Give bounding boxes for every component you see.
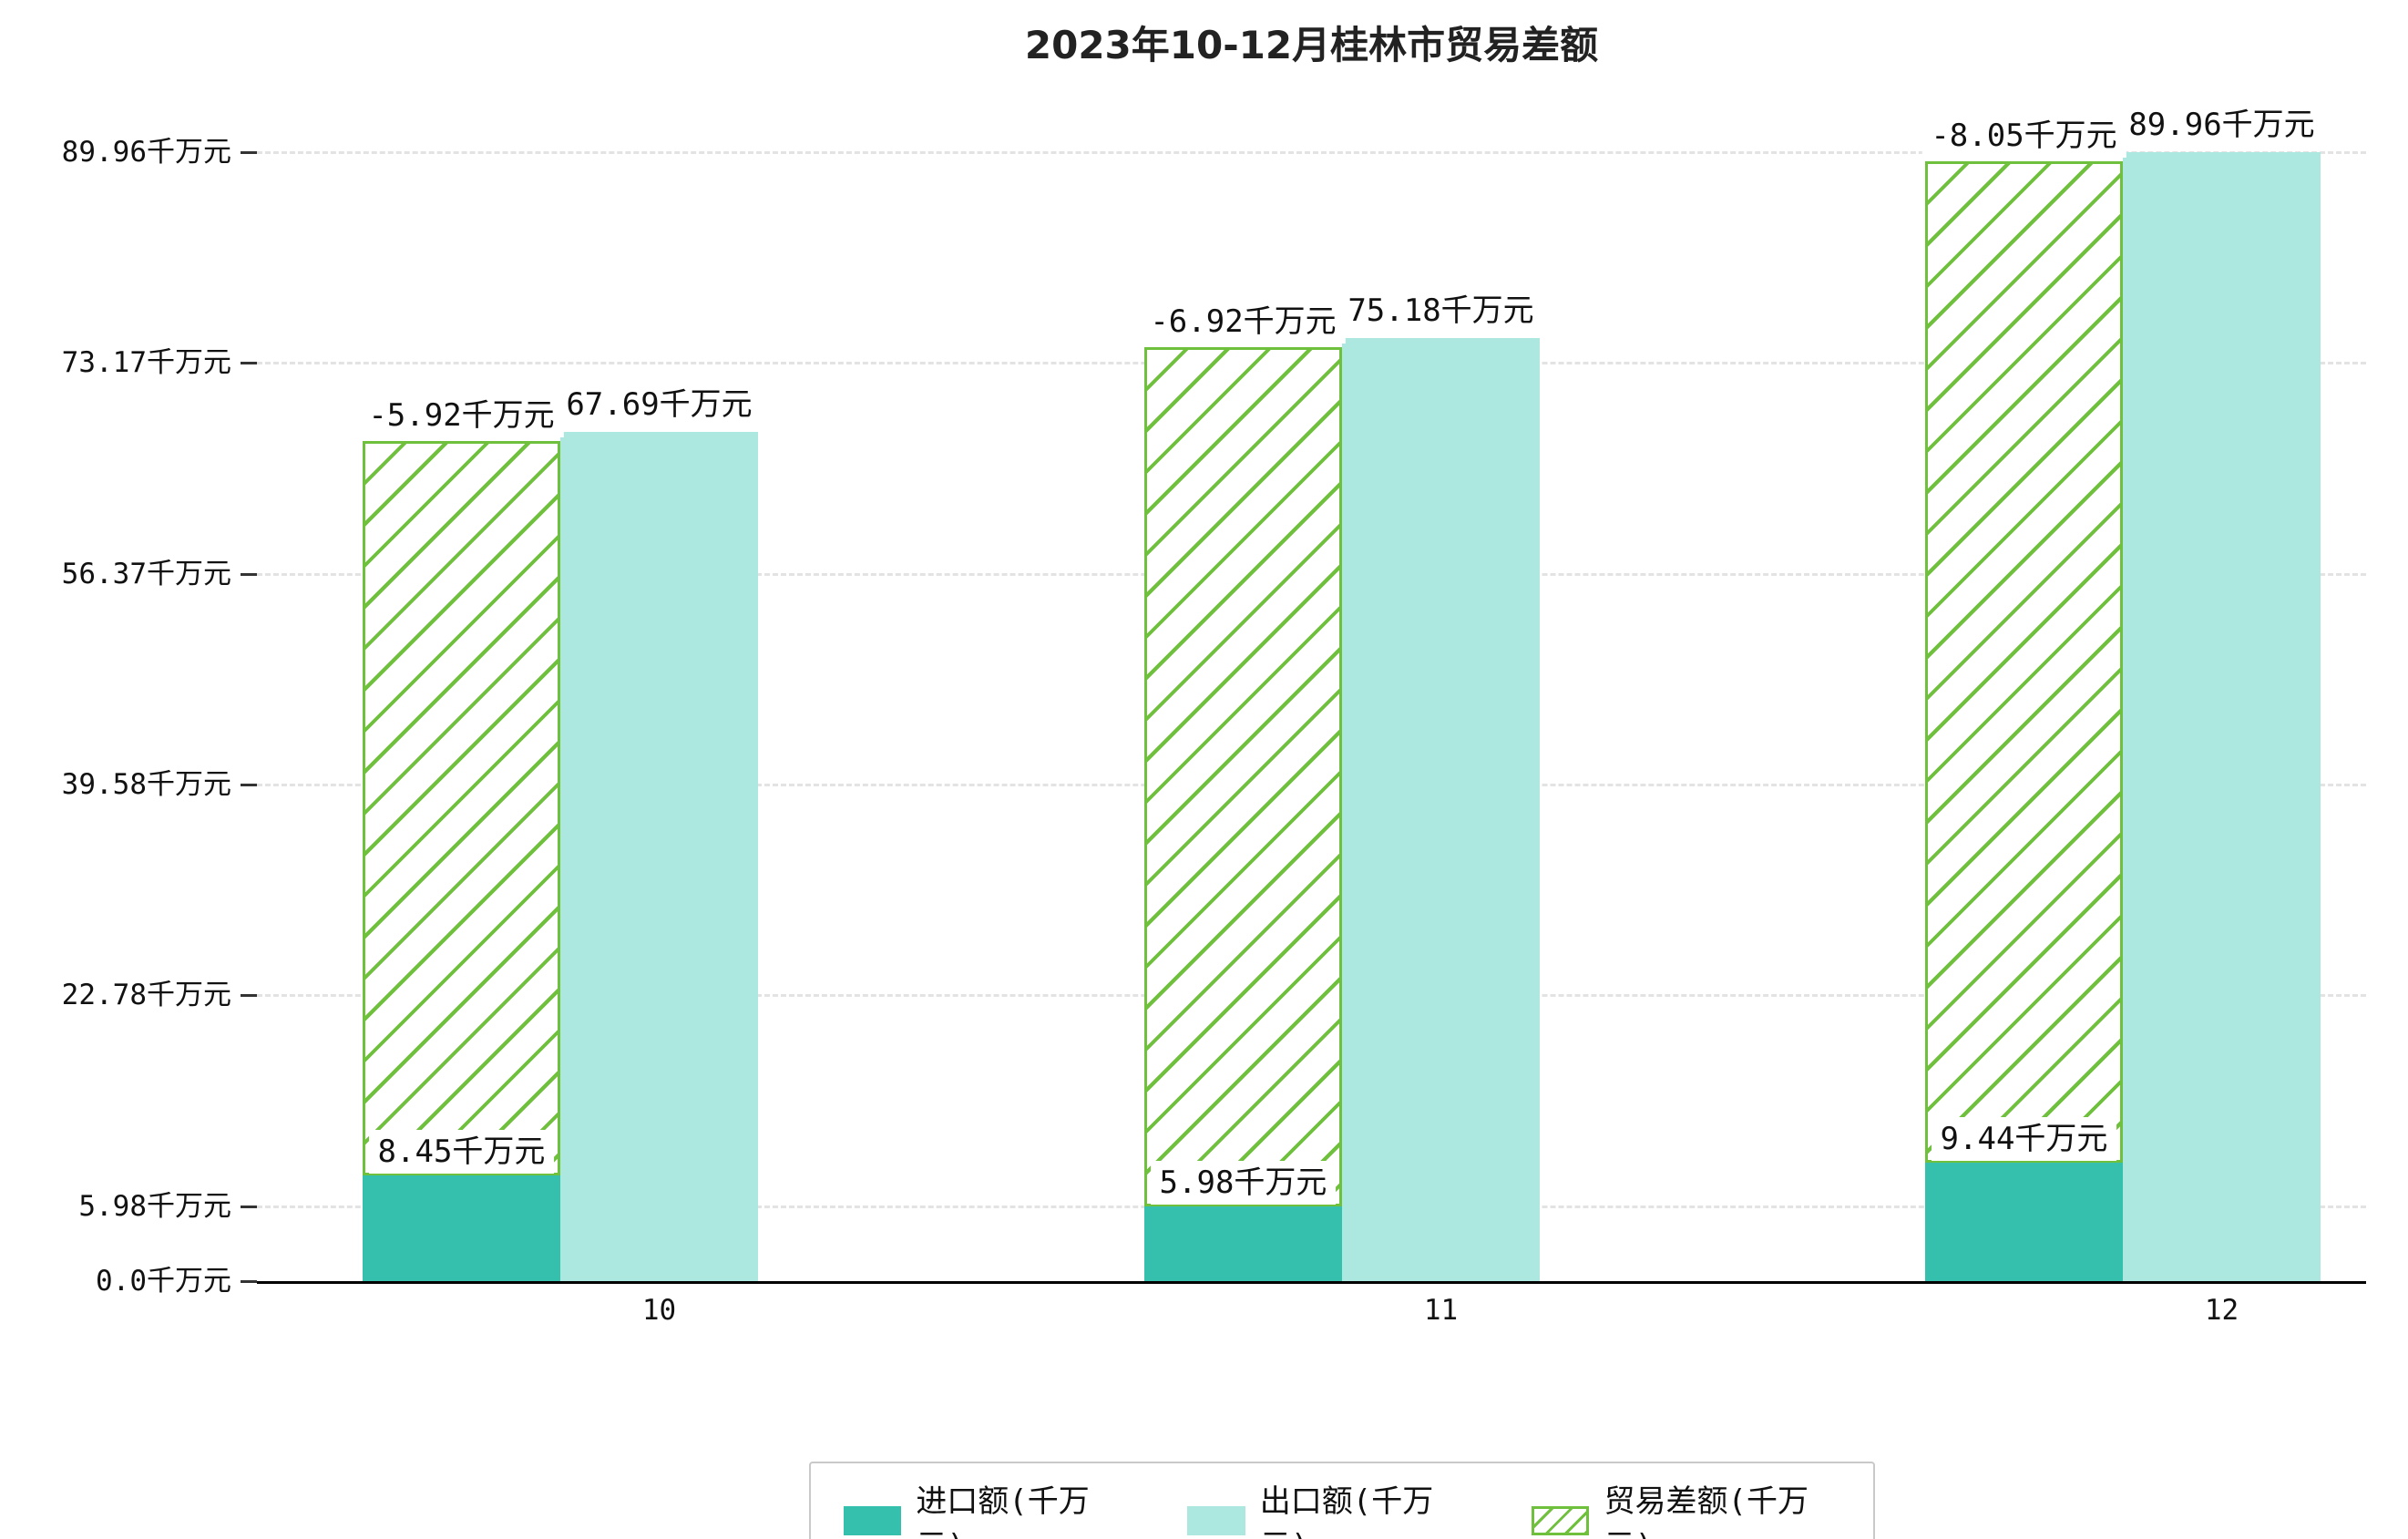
label-export-12: 89.96千万元 — [2119, 102, 2324, 147]
gridline — [257, 150, 2366, 154]
legend-label-balance: 贸易差额(千万元) — [1604, 1483, 1809, 1539]
bar-import-11 — [1144, 1206, 1342, 1281]
legend-swatch-import-icon — [844, 1506, 902, 1535]
label-balance-11: -6.92千万元 — [1141, 299, 1346, 344]
y-tick-mark — [241, 362, 257, 365]
label-import-12: 9.44千万元 — [1931, 1116, 2117, 1161]
y-tick-mark — [241, 1205, 257, 1208]
label-export-11: 75.18千万元 — [1338, 288, 1543, 333]
y-tick-mark — [241, 1280, 257, 1283]
y-axis-label: 89.96千万元 — [61, 135, 231, 169]
bar-export-10 — [560, 431, 758, 1281]
bar-export-12 — [2123, 151, 2321, 1281]
bar-balance-11 — [1144, 346, 1342, 1206]
y-axis-label: 73.17千万元 — [61, 346, 231, 380]
y-axis-label: 22.78千万元 — [61, 979, 231, 1012]
label-export-10: 67.69千万元 — [557, 382, 762, 426]
x-axis-label: 11 — [1423, 1294, 1459, 1327]
x-axis-label: 12 — [2204, 1294, 2239, 1327]
legend-label-export: 出口额(千万元) — [1259, 1483, 1434, 1539]
label-balance-12: -8.05千万元 — [1921, 113, 2126, 158]
legend-label-import: 进口额(千万元) — [916, 1483, 1090, 1539]
legend-swatch-balance-icon — [1531, 1506, 1590, 1535]
y-axis-label: 5.98千万元 — [78, 1189, 231, 1223]
y-tick-mark — [241, 572, 257, 576]
y-axis-label: 56.37千万元 — [61, 557, 231, 590]
y-tick-mark — [241, 150, 257, 154]
bar-import-10 — [363, 1175, 560, 1281]
bar-balance-12 — [1925, 160, 2123, 1163]
legend-item-balance: 贸易差额(千万元) — [1531, 1476, 1840, 1539]
label-import-11: 5.98千万元 — [1150, 1160, 1337, 1205]
legend: 进口额(千万元) 出口额(千万元) 贸易差额(千万元) — [809, 1462, 1875, 1539]
bar-export-11 — [1342, 337, 1540, 1281]
y-axis-label: 39.58千万元 — [61, 767, 231, 801]
label-import-10: 8.45千万元 — [368, 1129, 555, 1174]
bar-import-12 — [1925, 1162, 2123, 1281]
y-tick-mark — [241, 994, 257, 998]
legend-swatch-export-icon — [1187, 1506, 1245, 1535]
y-axis-label: 0.0千万元 — [96, 1265, 231, 1298]
legend-item-export: 出口额(千万元) — [1187, 1476, 1467, 1539]
bar-balance-10 — [363, 440, 560, 1175]
y-tick-mark — [241, 783, 257, 786]
chart-title: 2023年10-12月桂林市贸易差额 — [1024, 23, 1599, 67]
legend-item-import: 进口额(千万元) — [844, 1476, 1123, 1539]
label-balance-10: -5.92千万元 — [359, 393, 564, 437]
x-axis-label: 10 — [641, 1294, 677, 1327]
x-axis-line — [257, 1281, 2366, 1284]
